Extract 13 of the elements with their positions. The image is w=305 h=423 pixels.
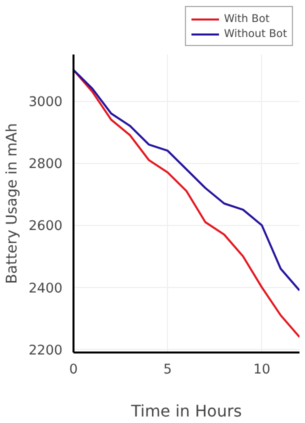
y-tick-label: 2200 (28, 343, 63, 358)
line-series (74, 69, 300, 292)
x-tick-label: 0 (69, 362, 78, 378)
legend-label: Without Bot (224, 27, 287, 40)
y-axis-title: Battery Usage in mAh (4, 123, 21, 284)
y-tick-label: 3000 (28, 95, 63, 110)
y-tick-label: 2800 (28, 157, 63, 172)
x-axis-title: Time in Hours (130, 402, 242, 420)
x-tick-label: 5 (163, 362, 172, 378)
y-tick-label: 2400 (28, 281, 63, 296)
x-tick-label: 10 (253, 362, 270, 378)
legend-label: With Bot (224, 12, 270, 25)
y-tick-label: 2600 (28, 219, 63, 234)
